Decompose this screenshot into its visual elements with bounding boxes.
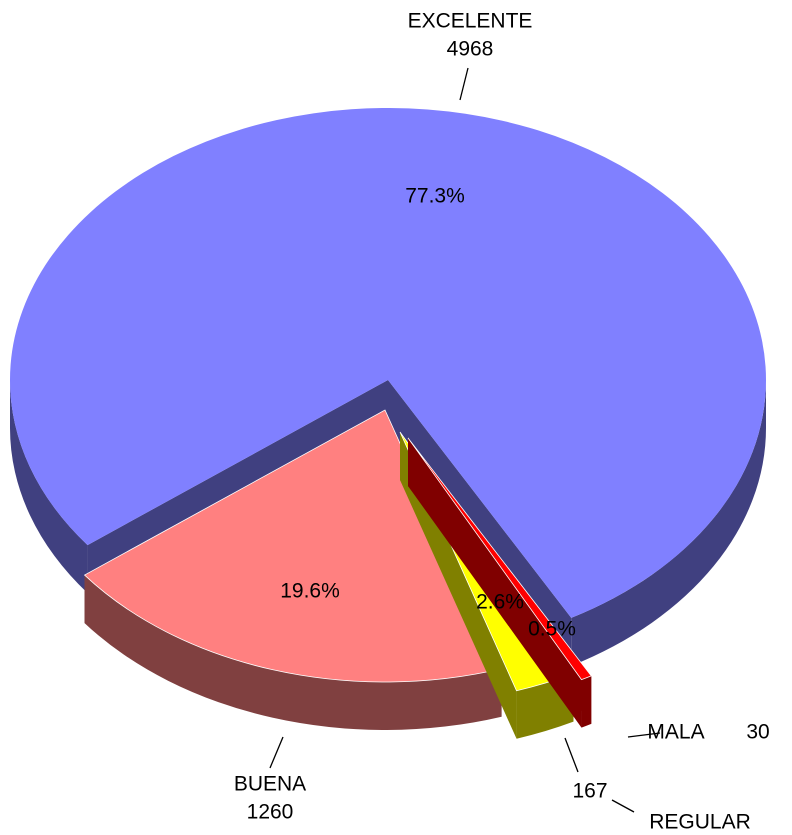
value-label: 1260: [247, 801, 294, 824]
value-label: 167: [572, 780, 607, 803]
slice: [83, 409, 503, 683]
slice: [407, 437, 592, 681]
leader-line: [564, 737, 579, 773]
percent-label: 77.3%: [405, 185, 465, 208]
value-label: 4968: [447, 38, 494, 61]
slice-side: [84, 575, 502, 731]
leader-line: [611, 799, 635, 813]
leader-line: [269, 736, 284, 769]
slice: [9, 107, 767, 618]
percent-label: 0.5%: [528, 618, 576, 641]
category-label: BUENA: [234, 773, 306, 796]
category-label: MALA: [647, 721, 704, 744]
leader-line: [459, 67, 469, 101]
percent-label: 2.6%: [476, 591, 524, 614]
leader-line: [627, 732, 661, 738]
value-label: 30: [746, 721, 769, 744]
slice-side: [581, 675, 592, 728]
slice-side: [571, 380, 766, 666]
slice-radial-face: [408, 438, 582, 728]
category-label: REGULAR: [649, 811, 751, 834]
slice-side: [10, 380, 88, 594]
category-label: EXCELENTE: [408, 10, 533, 33]
percent-label: 19.6%: [280, 580, 340, 603]
